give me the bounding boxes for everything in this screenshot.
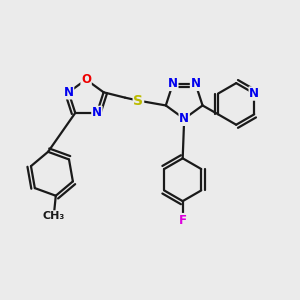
Text: CH₃: CH₃ [43,211,65,221]
Text: N: N [64,86,74,99]
Text: N: N [190,77,200,90]
Text: N: N [168,77,178,90]
Text: N: N [179,112,189,125]
Text: N: N [92,106,102,119]
Text: S: S [134,94,143,108]
Text: N: N [249,87,259,100]
Text: F: F [179,214,187,226]
Text: O: O [81,73,91,86]
